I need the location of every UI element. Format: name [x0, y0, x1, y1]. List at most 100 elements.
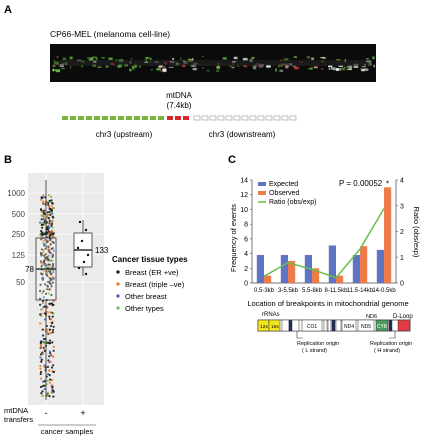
panel-b-label: B	[4, 154, 12, 166]
legend-dot	[116, 282, 120, 286]
legend-swatch	[258, 182, 266, 186]
rep-origin-h: Replication origin	[370, 341, 412, 347]
x-row-label-1: mtDNA	[4, 406, 28, 415]
legend-title: Cancer tissue types	[112, 255, 188, 264]
co1-label: CO1	[307, 324, 318, 330]
upstream-label: chr3 (upstream)	[96, 130, 153, 139]
tissue-legend: Breast (ER +ve) Breast (triple –ve) Othe…	[116, 268, 185, 313]
y-tick-label: 8	[244, 222, 248, 229]
mtdna-segment	[183, 116, 189, 120]
transfer-sample-points	[76, 220, 90, 276]
upstream-segment	[94, 116, 100, 120]
cell-line-title: CP66-MEL (melanoma cell-line)	[50, 29, 170, 39]
downstream-label: chr3 (downstream)	[209, 130, 276, 139]
rep-origin-l-strand: ( L strand)	[302, 348, 327, 354]
x-tick-label: 8-11.5kb	[325, 288, 349, 294]
y-tick-label-right: 4	[400, 178, 404, 185]
y-tick-label: 500	[12, 210, 26, 219]
gene-box	[323, 319, 328, 332]
y-axis-title-left: Frequency of events	[229, 204, 238, 272]
y-tick-label-right: 3	[400, 203, 404, 210]
upstream-segment	[118, 116, 124, 120]
gene-nd4	[341, 319, 357, 332]
median-no-transfer: 78	[25, 265, 34, 274]
panel-c-label: C	[228, 154, 236, 166]
upstream-segment	[102, 116, 108, 120]
downstream-segment	[289, 115, 297, 121]
chart-legend: Expected Observed Ratio (obs/exp)	[258, 181, 316, 206]
gene-box	[388, 319, 393, 332]
gene-box	[331, 319, 336, 332]
x-axis-title: Location of breakpoints in mitochondrial…	[247, 299, 408, 308]
bar-observed	[360, 246, 368, 283]
y-tick-label-right: 1	[400, 255, 404, 262]
cyb-label: CYB	[377, 324, 388, 330]
legend-item: Expected	[269, 181, 298, 188]
gene-box	[335, 319, 342, 332]
y-tick-label: 10	[240, 207, 248, 214]
gene-16s	[268, 319, 281, 332]
x-caption: cancer samples	[41, 427, 94, 436]
sample-points	[38, 194, 56, 398]
mtdna-size: (7.4kb)	[167, 101, 192, 110]
legend-item: Other types	[125, 304, 164, 313]
gene-nd5	[357, 319, 375, 332]
downstream-segment	[209, 115, 217, 121]
gene-12s-label: 12s	[260, 324, 268, 330]
gene-cyb	[375, 319, 389, 332]
legend-dot	[116, 306, 120, 310]
upstream-segment	[150, 116, 156, 120]
downstream-segment	[233, 115, 241, 121]
nd5-label: ND5	[361, 324, 371, 330]
downstream-segment	[201, 115, 209, 121]
y-tick-label-right: 0	[400, 281, 404, 288]
y-tick-label: 125	[12, 251, 26, 260]
legend-swatch	[258, 191, 266, 195]
y-tick-label: 14	[240, 178, 248, 185]
legend-dot	[116, 294, 120, 298]
gene-box	[288, 319, 293, 332]
significance-star: *	[386, 179, 389, 188]
bar-observed	[288, 260, 296, 283]
bar-expected	[280, 255, 288, 283]
x-tick-no-transfer: -	[45, 408, 48, 418]
nd4-label: ND4	[344, 324, 354, 330]
bar-expected	[352, 255, 360, 283]
p-value: P = 0.00052	[339, 179, 383, 188]
downstream-segment	[249, 115, 257, 121]
bar-observed	[384, 187, 392, 283]
legend-item: Breast (ER +ve)	[125, 268, 179, 277]
mito-genome-map: rRNAs ND6 D-Loop 12s 16s CO1 ND4 ND5 CYB	[257, 312, 413, 354]
genome-segment-track	[62, 115, 297, 121]
y-tick-label: 1000	[7, 189, 25, 198]
upstream-segment	[78, 116, 84, 120]
legend-item: Ratio (obs/exp)	[269, 199, 316, 206]
legend-dot	[116, 270, 120, 274]
bar-expected	[328, 245, 336, 283]
downstream-segment	[217, 115, 225, 121]
y-axis-title-right: Ratio (obs/exp)	[412, 207, 421, 258]
upstream-segment	[158, 116, 164, 120]
rep-origin-l: Replication origin	[297, 341, 339, 347]
y-tick-label: 250	[12, 230, 26, 239]
downstream-segment	[281, 115, 289, 121]
mtdna-label: mtDNA	[166, 91, 192, 100]
upstream-segment	[86, 116, 92, 120]
upstream-segment	[110, 116, 116, 120]
nd6-label: ND6	[366, 314, 377, 320]
y-tick-label: 0	[244, 281, 248, 288]
gene-box	[327, 319, 332, 332]
bar-observed	[336, 275, 344, 283]
downstream-segment	[265, 115, 273, 121]
x-tick-label: 3-5.5kb	[278, 288, 299, 294]
ratio-line	[263, 208, 385, 279]
y-tick-label: 6	[244, 236, 248, 243]
legend-item: Other breast	[125, 292, 168, 301]
legend-item: Breast (triple –ve)	[125, 280, 185, 289]
dloop-label: D-Loop	[393, 314, 413, 320]
gene-box	[281, 319, 290, 332]
upstream-segment	[134, 116, 140, 120]
panel-a-label: A	[4, 4, 12, 16]
bar-observed	[312, 268, 320, 283]
